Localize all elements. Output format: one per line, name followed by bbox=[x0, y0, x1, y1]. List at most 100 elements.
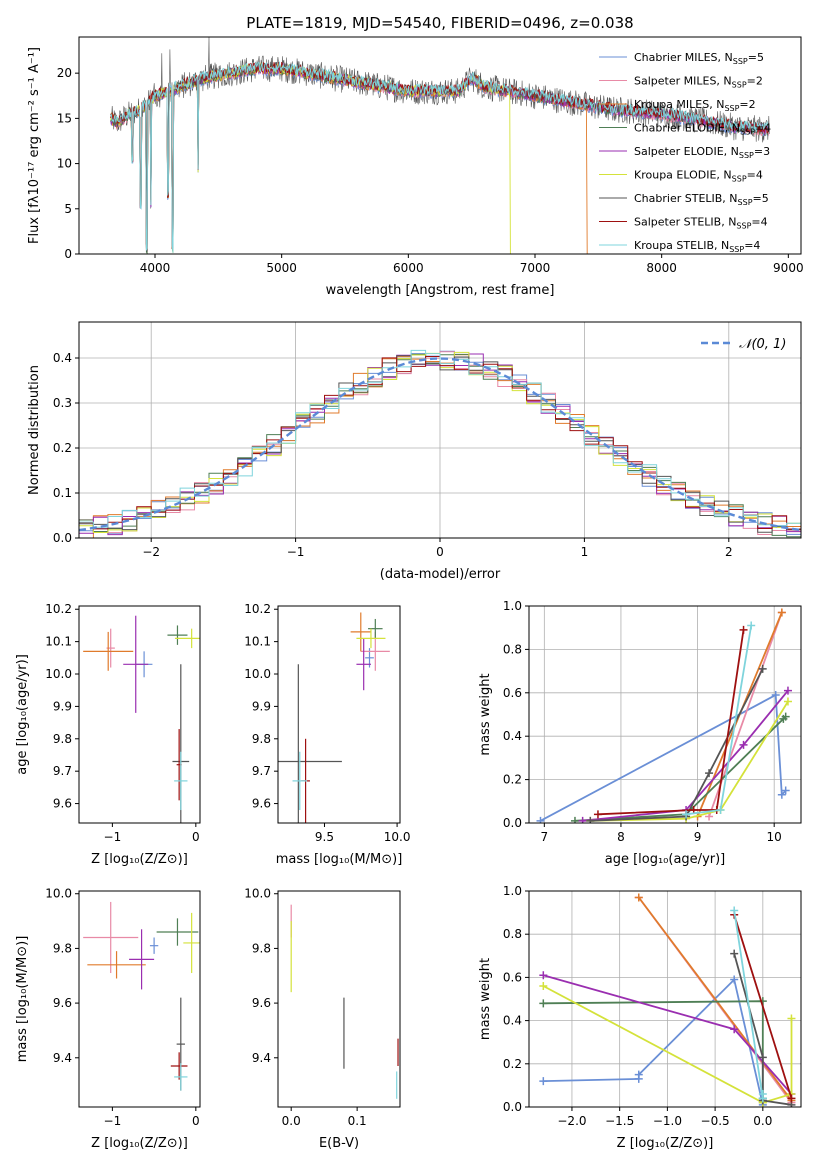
x-tick-label: 0.1 bbox=[348, 1114, 367, 1128]
weight-series-chabrier-elodie bbox=[570, 712, 790, 823]
axes-frame bbox=[277, 605, 401, 824]
axes-frame bbox=[78, 890, 201, 1108]
weight-line bbox=[638, 896, 793, 1102]
weight-marker bbox=[771, 690, 780, 699]
errorbar-point-salpeter-stelib bbox=[170, 1052, 188, 1080]
x-tick-label: −1 bbox=[104, 1114, 122, 1128]
weight-series-kroupa-stelib bbox=[730, 906, 767, 1103]
y-tick-label: 9.6 bbox=[252, 797, 271, 811]
x-tick-label: 0.0 bbox=[282, 1114, 301, 1128]
legend-label: Chabrier MILES, NSSP=5 bbox=[634, 51, 764, 66]
weight-line bbox=[540, 693, 787, 822]
y-tick-label: 10.0 bbox=[45, 887, 72, 901]
y-tick-label: 0.4 bbox=[503, 1014, 522, 1028]
legend-label: Chabrier ELODIE, NSSP=4 bbox=[634, 122, 771, 137]
errorbar-point-kroupa-stelib bbox=[292, 751, 308, 811]
axes-frame bbox=[78, 36, 802, 255]
y-tick-label: 0.0 bbox=[53, 531, 72, 545]
legend-label: Salpeter STELIB, NSSP=4 bbox=[634, 216, 768, 231]
x-tick-label: 9000 bbox=[773, 261, 804, 275]
x-tick-label: 2 bbox=[725, 545, 733, 559]
weight-marker bbox=[758, 1053, 767, 1062]
x-tick-label: 9.5 bbox=[315, 830, 334, 844]
errorbar-point-chabrier-elodie bbox=[368, 618, 383, 639]
y-tick-label: 0.1 bbox=[53, 486, 72, 500]
weight-marker bbox=[730, 906, 739, 915]
y-tick-label: 9.8 bbox=[252, 941, 271, 955]
x-tick-label: 6000 bbox=[393, 261, 424, 275]
errorbar-point-chabrier-elodie bbox=[167, 625, 188, 645]
x-tick-label: −0.5 bbox=[701, 1114, 730, 1128]
plot-area-mass-vs-Z bbox=[83, 901, 200, 1091]
panel-EBV: 0.0 0.1 9.4 9.6 9.8 10.0 E(B-V) bbox=[244, 887, 401, 1151]
x-tick-label: 4000 bbox=[140, 261, 171, 275]
y-tick-label: 15 bbox=[57, 111, 72, 125]
errorbar-point-salpeter-miles bbox=[83, 901, 139, 974]
histogram-chabrier-stelib bbox=[79, 355, 801, 533]
y-axis-label: mass [log₁₀(M/M⊙)] bbox=[15, 936, 30, 1063]
axes-frame bbox=[277, 890, 401, 1108]
x-tick-label: −1.5 bbox=[605, 1114, 634, 1128]
x-axis-label: mass [log₁₀(M/M⊙)] bbox=[276, 852, 403, 867]
weight-marker bbox=[783, 697, 792, 706]
y-tick-label: 1.0 bbox=[503, 884, 522, 898]
errorbar-point-salpeter-elodie bbox=[123, 615, 149, 713]
weight-marker bbox=[593, 810, 602, 819]
y-tick-label: 9.8 bbox=[53, 732, 72, 746]
y-tick-label: 0.2 bbox=[503, 1057, 522, 1071]
panel-age-vs-Z: −1 0 9.6 9.7 9.8 9.9 10.0 10.1 10.2 Z [log₁₀(Z/Z⊙… bbox=[15, 602, 201, 867]
weight-marker bbox=[539, 971, 548, 980]
panel-mass-vs-Z: −1 0 9.4 9.6 9.8 10.0 Z [log₁₀(Z/Z⊙)] mass [log… bbox=[15, 887, 201, 1151]
weight-marker bbox=[682, 810, 691, 819]
plot-area-residuals bbox=[79, 349, 801, 538]
weight-marker bbox=[634, 893, 643, 902]
x-tick-label: 0 bbox=[192, 830, 200, 844]
weight-marker bbox=[781, 712, 790, 721]
weight-series-chabrier-miles bbox=[539, 975, 767, 1107]
weight-marker bbox=[539, 999, 548, 1008]
errorbar-point-kroupa-elodie bbox=[174, 628, 200, 649]
axes-frame bbox=[528, 605, 802, 824]
y-tick-label: 9.8 bbox=[252, 732, 271, 746]
weight-line bbox=[590, 668, 764, 822]
x-tick-label: 8000 bbox=[646, 261, 677, 275]
y-tick-label: 9.8 bbox=[53, 941, 72, 955]
y-tick-label: 0.8 bbox=[503, 927, 522, 941]
weight-line bbox=[685, 625, 753, 816]
x-axis-label: age [log₁₀(age/yr)] bbox=[605, 852, 726, 867]
errorbar-point-kroupa-elodie bbox=[183, 912, 200, 974]
weight-marker bbox=[578, 816, 587, 823]
y-tick-label: 10 bbox=[57, 157, 72, 171]
y-tick-label: 9.6 bbox=[252, 996, 271, 1010]
y-axis-label: age [log₁₀(age/yr)] bbox=[15, 654, 30, 775]
y-axis-label: mass weight bbox=[478, 673, 493, 755]
weight-marker bbox=[777, 608, 786, 617]
y-tick-label: 1.0 bbox=[503, 599, 522, 613]
y-tick-label: 20 bbox=[57, 66, 72, 80]
y-tick-label: 0 bbox=[64, 247, 72, 261]
weight-marker bbox=[586, 816, 595, 823]
y-tick-label: 0.6 bbox=[503, 686, 522, 700]
weight-line bbox=[574, 716, 787, 822]
y-tick-label: 9.9 bbox=[252, 699, 271, 713]
errorbar-point-kroupa-stelib bbox=[174, 751, 188, 811]
weight-line bbox=[597, 629, 745, 816]
weight-marker bbox=[787, 1094, 796, 1103]
panel-residuals: −2 −1 0 1 2 0.0 0.1 0.2 0.3 0.4 (data-model)/error… bbox=[27, 321, 802, 582]
panel-spectrum: 4000 5000 6000 7000 8000 9000 0 5 10 15 20 waveleng… bbox=[27, 36, 804, 298]
plot-area-age-vs-mass bbox=[278, 612, 390, 823]
y-tick-label: 0.4 bbox=[503, 729, 522, 743]
x-tick-label: 7 bbox=[541, 830, 549, 844]
errorbar-point-kroupa-miles bbox=[87, 951, 146, 979]
panel-age-vs-mass: 9.5 10.0 9.6 9.7 9.8 9.9 10.0 10.1 10.2 mass [log… bbox=[244, 602, 410, 867]
y-tick-label: 10.0 bbox=[45, 667, 72, 681]
weight-marker bbox=[787, 1014, 796, 1023]
y-tick-label: 0.8 bbox=[503, 642, 522, 656]
errorbar-point-salpeter-elodie bbox=[129, 929, 155, 990]
weight-marker bbox=[634, 1070, 643, 1079]
x-tick-label: 0 bbox=[436, 545, 444, 559]
x-tick-label: 0 bbox=[192, 1114, 200, 1128]
y-tick-label: 0.3 bbox=[53, 396, 72, 410]
legend-label: Kroupa STELIB, NSSP=4 bbox=[634, 239, 760, 254]
